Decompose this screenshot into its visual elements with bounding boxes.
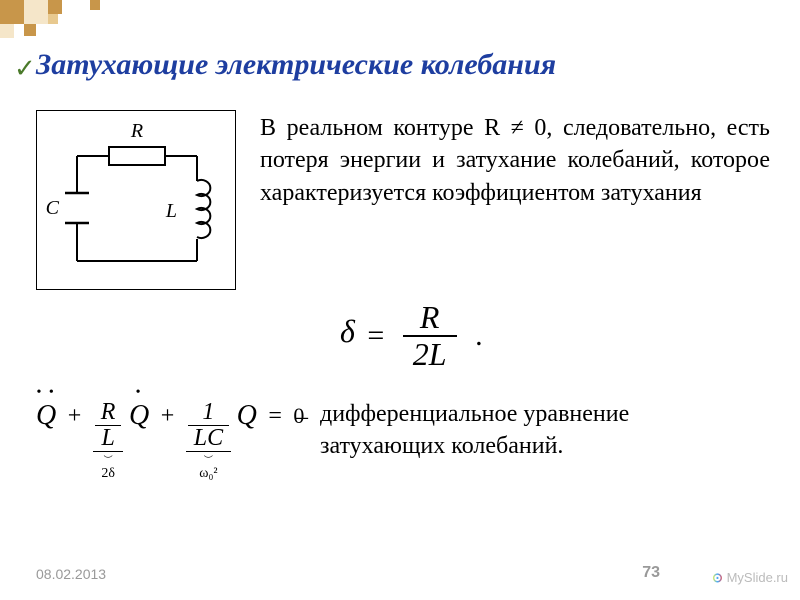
footer-page-number: 73	[642, 564, 660, 582]
corner-decoration	[0, 0, 200, 40]
formula-damping-coefficient: δ = R 2L .	[340, 300, 483, 372]
footer-date: 08.02.2013	[36, 566, 106, 582]
bullet-check-icon: ✓	[14, 54, 36, 84]
slide-title: Затухающие электрические колебания	[36, 48, 556, 82]
formula-differential-equation: • • Q + R L ︶ 2δ • Q + 1 LC ︶ ω₀² Q = 0	[36, 400, 304, 482]
dash-separator: –	[296, 404, 308, 431]
circuit-diagram: R C L	[36, 110, 236, 290]
watermark: ⊙ MySlide.ru	[712, 570, 788, 586]
circuit-label-l: L	[165, 200, 177, 222]
paragraph-equation-label: дифференциальное уравнение затухающих ко…	[320, 398, 680, 463]
paragraph-description: В реальном контуре R ≠ 0, следовательно,…	[260, 112, 770, 209]
circuit-label-c: C	[46, 197, 60, 219]
circuit-label-r: R	[130, 120, 143, 142]
